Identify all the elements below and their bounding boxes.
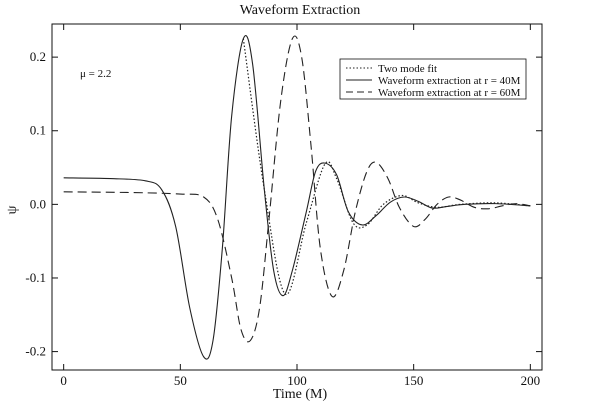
y-axis-title: ψ xyxy=(5,205,20,214)
x-tick-label: 0 xyxy=(60,373,67,388)
y-tick-label: 0.2 xyxy=(30,49,46,64)
series-line-dashed xyxy=(63,35,531,343)
series-line-dotted xyxy=(242,38,531,295)
x-tick-label: 200 xyxy=(521,373,541,388)
x-tick-label: 50 xyxy=(174,373,187,388)
x-tick-label: 100 xyxy=(287,373,307,388)
x-axis: 0 50 100 150 200 xyxy=(60,24,540,388)
y-tick-label: 0.0 xyxy=(30,196,46,211)
y-tick-label: -0.1 xyxy=(25,270,46,285)
y-axis: -0.2 -0.1 0.0 0.1 0.2 xyxy=(25,49,542,359)
x-axis-title: Time (M) xyxy=(273,387,328,402)
legend-label: Two mode fit xyxy=(378,63,437,75)
legend-label: Waveform extraction at r = 60M xyxy=(378,87,521,99)
series-line-solid xyxy=(63,35,531,360)
y-tick-label: 0.1 xyxy=(30,123,46,138)
series-layer xyxy=(63,35,531,360)
chart-title: Waveform Extraction xyxy=(240,3,361,18)
mu-annotation: μ = 2.2 xyxy=(80,68,111,80)
x-tick-label: 150 xyxy=(404,373,424,388)
legend-label: Waveform extraction at r = 40M xyxy=(378,75,521,87)
y-tick-label: -0.2 xyxy=(25,344,46,359)
